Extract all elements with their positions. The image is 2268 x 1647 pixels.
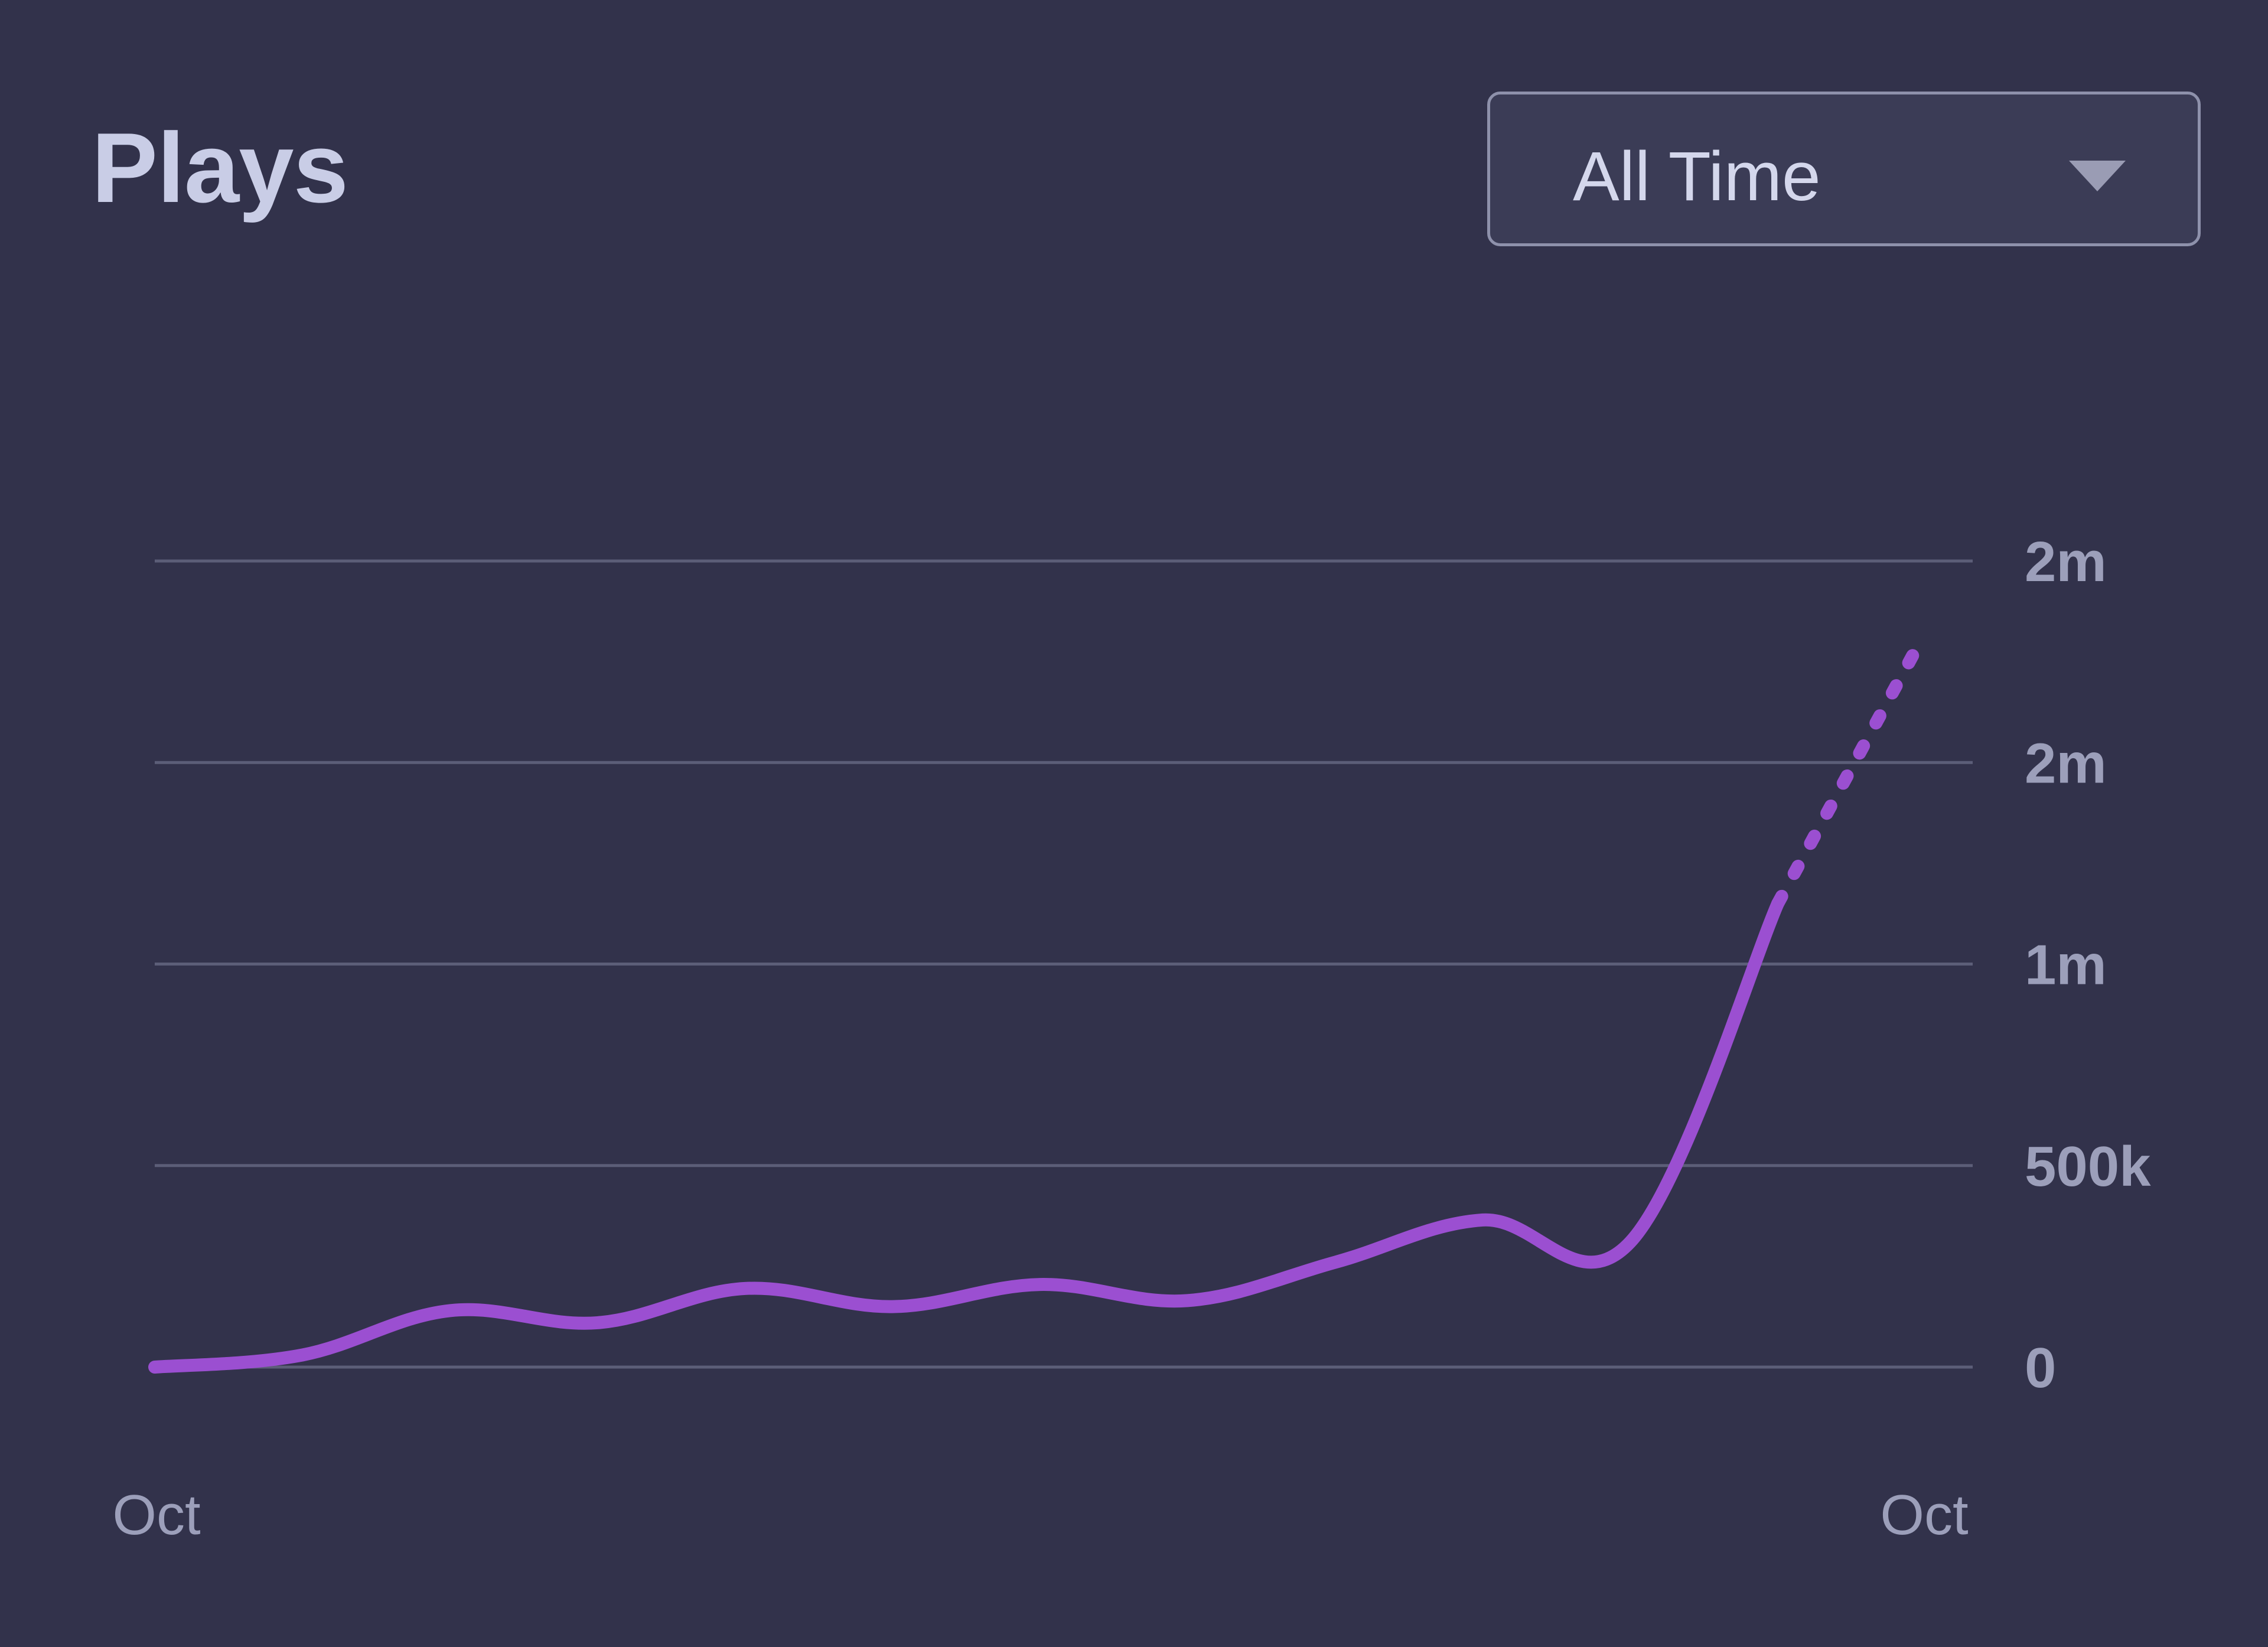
- y-tick-label: 0: [2025, 1336, 2056, 1400]
- x-tick-label: Oct: [1880, 1483, 1968, 1547]
- y-tick-label: 2m: [2025, 732, 2107, 795]
- chevron-down-icon: [2069, 161, 2126, 191]
- time-range-dropdown[interactable]: All Time: [1487, 92, 2201, 246]
- plays-projection-line: [1771, 647, 1920, 911]
- plays-series-line: [148, 897, 1784, 1374]
- time-range-value: All Time: [1573, 138, 1821, 216]
- y-tick-label: 1m: [2025, 934, 2107, 997]
- x-tick-label: Oct: [112, 1483, 200, 1547]
- chart-title: Plays: [92, 112, 348, 223]
- y-tick-label: 500k: [2025, 1135, 2151, 1198]
- y-tick-label: 2m: [2025, 530, 2107, 593]
